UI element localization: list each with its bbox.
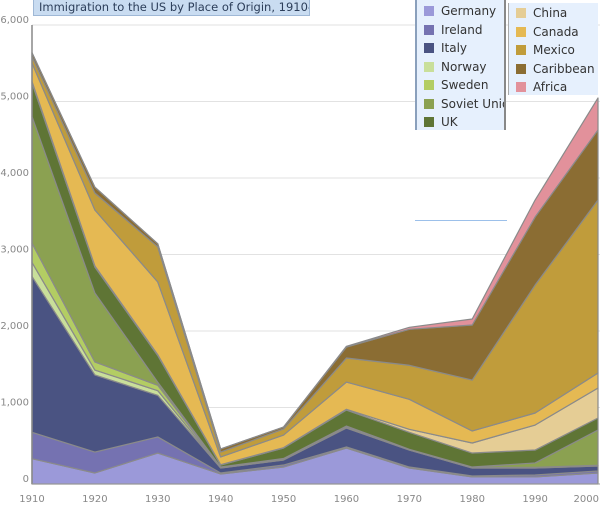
legend-swatch (424, 43, 434, 54)
legend-column-2: China Canada Mexico Caribbean Africa (508, 3, 598, 95)
legend-swatch (516, 82, 526, 93)
legend-swatch (424, 117, 434, 128)
legend-swatch (516, 45, 526, 56)
legend-label: Germany (441, 4, 497, 19)
x-tick-label: 1930 (145, 494, 170, 505)
x-tick-label: 1910 (19, 494, 44, 505)
legend-item-sweden[interactable]: Sweden (417, 76, 504, 95)
legend-label: Norway (441, 59, 487, 74)
x-tick-label: 1920 (82, 494, 107, 505)
legend-item-soviet-union[interactable]: Soviet Union (417, 95, 504, 114)
legend-swatch (424, 6, 434, 17)
area-series (31, 52, 599, 485)
legend-item-africa[interactable]: Africa (509, 78, 598, 97)
legend-swatch (424, 61, 434, 72)
y-tick-label: 6,000 (0, 15, 29, 26)
legend-swatch (516, 8, 526, 19)
legend-item-canada[interactable]: Canada (509, 23, 598, 42)
y-tick-label: 3,000 (0, 245, 29, 256)
legend-label: Italy (441, 41, 468, 56)
legend-swatch (424, 24, 434, 35)
legend-item-mexico[interactable]: Mexico (509, 41, 598, 60)
legend-label: Soviet Union (441, 96, 504, 111)
legend-label: China (533, 6, 568, 21)
legend-swatch (516, 26, 526, 37)
x-tick-label: 1970 (397, 494, 422, 505)
legend-swatch (424, 80, 434, 91)
legend-item-italy[interactable]: Italy (417, 39, 504, 58)
legend-item-uk[interactable]: UK (417, 113, 504, 132)
legend-divider (415, 220, 507, 221)
x-tick-label: 1990 (522, 494, 547, 505)
x-tick-label: 2000 (574, 494, 599, 505)
y-tick-label: 5,000 (0, 92, 29, 103)
legend-label: Ireland (441, 22, 483, 37)
x-axis-ticks: 1910 1920 1930 1940 1950 1960 1970 1980 1990 2000 (19, 494, 599, 505)
y-tick-label: 1,000 (0, 398, 29, 409)
legend-label: Mexico (533, 43, 575, 58)
x-tick-label: 1980 (459, 494, 484, 505)
y-tick-label: 0 (23, 474, 29, 485)
legend-item-china[interactable]: China (509, 4, 598, 23)
y-tick-label: 2,000 (0, 321, 29, 332)
legend-swatch (424, 98, 434, 109)
x-tick-label: 1960 (334, 494, 359, 505)
legend-item-caribbean[interactable]: Caribbean (509, 60, 598, 79)
y-axis-ticks: 0 1,000 2,000 3,000 4,000 5,000 6,000 (0, 15, 29, 485)
legend-label: Sweden (441, 78, 489, 93)
legend-item-norway[interactable]: Norway (417, 58, 504, 77)
legend-label: Caribbean (533, 61, 595, 76)
x-tick-label: 1940 (208, 494, 233, 505)
chart-title: Immigration to the US by Place of Origin… (33, 0, 310, 16)
legend-label: Africa (533, 80, 568, 95)
y-tick-label: 4,000 (0, 168, 29, 179)
area-africa (31, 52, 599, 450)
legend-label: UK (441, 115, 458, 130)
x-tick-label: 1950 (271, 494, 296, 505)
legend-column-1: Germany Ireland Italy Norway Sweden Soviet Un… (415, 0, 506, 130)
legend-swatch (516, 63, 526, 74)
legend-label: Canada (533, 24, 579, 39)
legend-item-ireland[interactable]: Ireland (417, 21, 504, 40)
legend-item-germany[interactable]: Germany (417, 2, 504, 21)
